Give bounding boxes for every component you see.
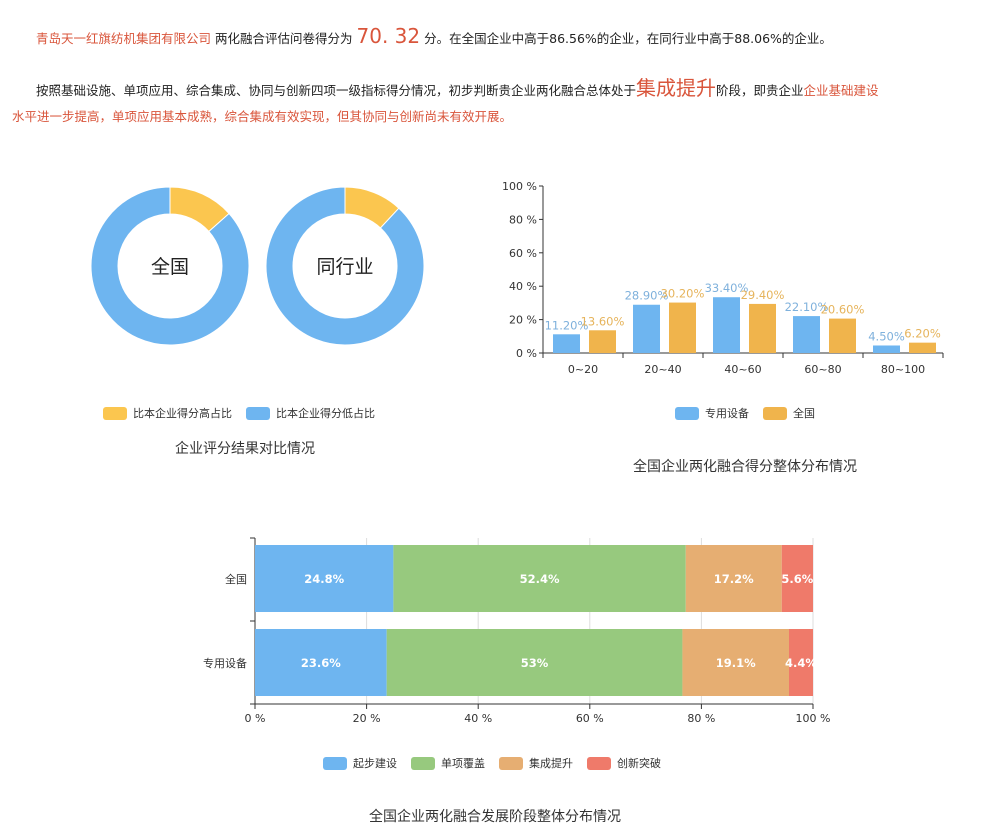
bar-data-label: 13.60% (581, 314, 625, 328)
stacked-bar-segment (685, 545, 782, 612)
stacked-bar-segment (682, 629, 790, 696)
legend-label: 创新突破 (617, 756, 661, 770)
bar (589, 330, 616, 353)
y-tick-label: 60 % (509, 247, 537, 260)
legend-swatch (675, 407, 699, 420)
segment-data-label: 23.6% (301, 656, 341, 670)
segment-data-label: 4.4% (785, 656, 817, 670)
donut-title: 企业评分结果对比情况 (175, 441, 315, 457)
summary-line-1: 青岛天一红旗纺机集团有限公司 两化融合评估问卷得分为 70. 32 分。在全国企… (36, 24, 832, 48)
bar-data-label: 20.60% (821, 303, 865, 317)
bar (669, 302, 696, 353)
stacked-bar-segment (255, 629, 387, 696)
company-name: 青岛天一红旗纺机集团有限公司 (36, 31, 212, 46)
donut-slice (90, 186, 250, 346)
x-tick-label: 40 % (464, 712, 492, 725)
stacked-bar-segment (386, 629, 683, 696)
x-tick-label: 60~80 (804, 363, 841, 376)
x-tick-label: 0 % (245, 712, 266, 725)
summary-text: 阶段，即贵企业 (716, 83, 804, 98)
legend-label: 全国 (793, 406, 815, 420)
legend-label: 比本企业得分低占比 (276, 406, 375, 420)
bar-data-label: 22.10% (785, 300, 829, 314)
legend-label: 起步建设 (353, 756, 397, 770)
stacked-bar-segment (781, 545, 813, 612)
donut-label: 同行业 (316, 256, 373, 278)
bar-data-label: 30.20% (661, 287, 705, 301)
x-tick-label: 60 % (576, 712, 604, 725)
summary-text: 两化融合评估问卷得分为 (215, 31, 353, 46)
y-tick-label: 100 % (502, 180, 537, 193)
bar-data-label: 33.40% (705, 281, 749, 295)
y-tick-label: 0 % (516, 347, 537, 360)
legend-swatch (411, 757, 435, 770)
bar (793, 316, 820, 353)
score: 70. 32 (356, 24, 421, 48)
bar (749, 303, 776, 353)
y-tick-label: 40 % (509, 280, 537, 293)
stacked-bar-segment (789, 629, 813, 696)
stage: 集成提升 (636, 76, 717, 100)
bar (713, 297, 740, 353)
summary-line-2: 按照基础设施、单项应用、综合集成、协同与创新四项一级指标得分情况，初步判断贵企业… (36, 72, 879, 101)
segment-data-label: 52.4% (520, 572, 560, 586)
y-tick-label: 专用设备 (203, 656, 247, 670)
bar-data-label: 6.20% (904, 327, 941, 341)
legend-swatch (499, 757, 523, 770)
bar-data-label: 11.20% (545, 318, 589, 332)
stacked-title: 全国企业两化融合发展阶段整体分布情况 (369, 809, 621, 825)
segment-data-label: 19.1% (716, 656, 756, 670)
bar-data-label: 28.90% (625, 289, 669, 303)
stacked-bar-segment (393, 545, 686, 612)
donut-slice (265, 186, 425, 346)
legend-label: 比本企业得分高占比 (133, 406, 232, 420)
summary-line-3: 水平进一步提高，单项应用基本成熟，综合集成有效实现，但其协同与创新尚未有效开展。 (12, 109, 513, 124)
legend-swatch (323, 757, 347, 770)
legend-label: 单项覆盖 (441, 756, 485, 770)
stacked-bar-segment (255, 545, 394, 612)
bar (633, 304, 660, 353)
y-tick-label: 全国 (225, 572, 247, 586)
donut-label: 全国 (151, 256, 189, 278)
bar (909, 342, 936, 353)
legend-swatch (103, 407, 127, 420)
segment-data-label: 17.2% (714, 572, 754, 586)
legend-swatch (763, 407, 787, 420)
segment-data-label: 5.6% (781, 572, 813, 586)
summary-text: 企业基础建设 (803, 83, 879, 98)
x-tick-label: 80~100 (881, 363, 925, 376)
bar (829, 318, 856, 353)
x-tick-label: 80 % (687, 712, 715, 725)
segment-data-label: 24.8% (304, 572, 344, 586)
legend-swatch (246, 407, 270, 420)
bar (873, 345, 900, 353)
summary-text: 按照基础设施、单项应用、综合集成、协同与创新四项一级指标得分情况，初步判断贵企业… (36, 83, 637, 98)
x-tick-label: 20~40 (644, 363, 681, 376)
x-tick-label: 0~20 (568, 363, 598, 376)
segment-data-label: 53% (521, 656, 549, 670)
legend-swatch (587, 757, 611, 770)
summary-text: 分。在全国企业中高于86.56%的企业，在同行业中高于88.06%的企业。 (424, 31, 832, 46)
x-tick-label: 20 % (353, 712, 381, 725)
bar (553, 334, 580, 353)
x-tick-label: 100 % (796, 712, 831, 725)
bar-data-label: 29.40% (741, 288, 785, 302)
bar-data-label: 4.50% (868, 329, 905, 343)
legend-label: 集成提升 (529, 756, 573, 770)
legend-label: 专用设备 (705, 406, 749, 420)
y-tick-label: 20 % (509, 314, 537, 327)
bar-title: 全国企业两化融合得分整体分布情况 (633, 459, 857, 475)
x-tick-label: 40~60 (724, 363, 761, 376)
y-tick-label: 80 % (509, 213, 537, 226)
